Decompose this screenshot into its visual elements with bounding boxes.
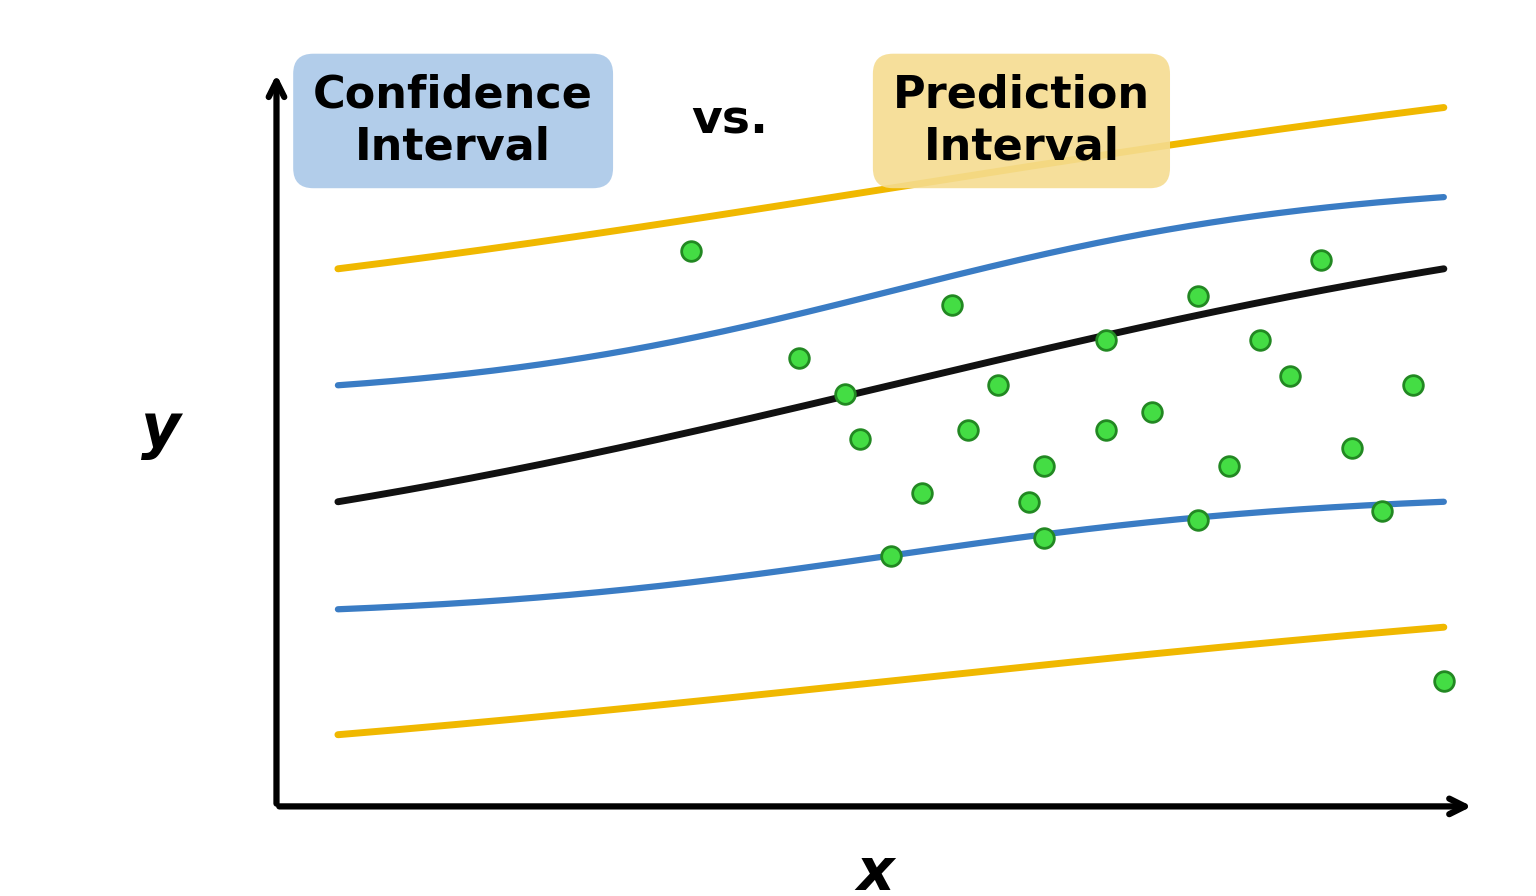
Point (1094, 333, 1118, 348)
Point (1401, 378, 1425, 392)
Point (879, 548, 903, 563)
Text: x: x (857, 845, 894, 896)
Point (1247, 333, 1272, 348)
Point (1032, 530, 1057, 545)
Point (679, 244, 703, 258)
Point (940, 297, 965, 312)
Point (786, 351, 811, 366)
Text: y: y (141, 401, 181, 460)
Point (1370, 504, 1395, 518)
Point (1032, 459, 1057, 473)
Point (986, 378, 1011, 392)
Point (1309, 253, 1333, 267)
Point (1186, 513, 1210, 527)
Point (1432, 674, 1456, 688)
Text: Confidence
Interval: Confidence Interval (313, 73, 593, 168)
Point (1094, 423, 1118, 437)
Point (1278, 369, 1303, 383)
Point (1217, 459, 1241, 473)
Text: Prediction
Interval: Prediction Interval (892, 73, 1150, 168)
Point (1017, 495, 1041, 509)
Point (909, 486, 934, 500)
Point (833, 387, 857, 401)
Point (848, 432, 872, 446)
Point (1339, 441, 1364, 455)
Text: vs.: vs. (691, 99, 768, 143)
Point (1140, 405, 1164, 419)
Point (955, 423, 980, 437)
Point (1186, 289, 1210, 303)
